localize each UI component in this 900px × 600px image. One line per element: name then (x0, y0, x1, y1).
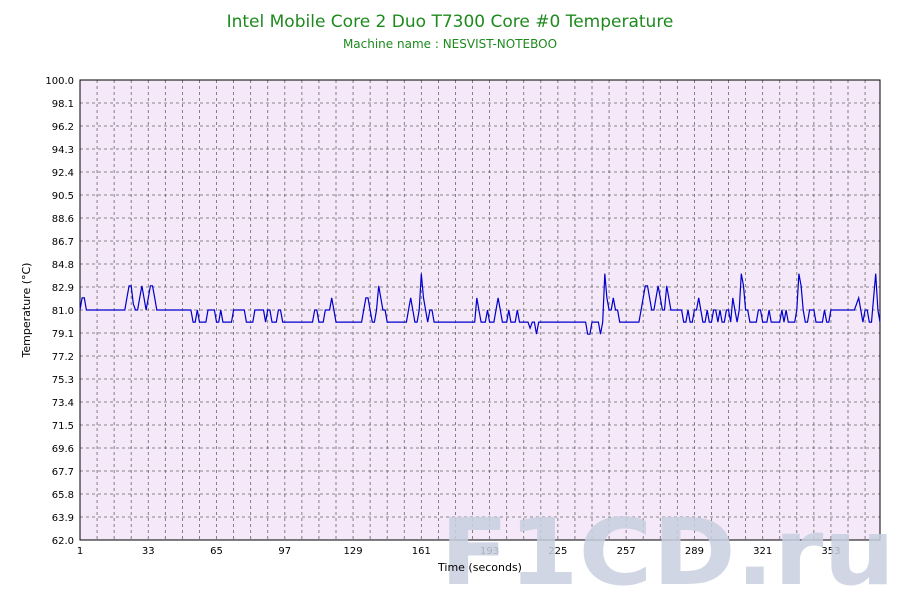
y-tick-label: 84.8 (52, 260, 74, 271)
y-tick-label: 96.2 (52, 122, 74, 133)
x-tick-label: 129 (344, 546, 363, 557)
x-tick-label: 1 (77, 546, 83, 557)
series-line (79, 273, 881, 335)
y-tick-label: 81.0 (52, 306, 74, 317)
x-tick-label: 225 (548, 546, 567, 557)
y-tick-label: 62.0 (52, 536, 74, 547)
y-tick-label: 71.5 (52, 421, 74, 432)
x-tick-label: 321 (753, 546, 772, 557)
y-tick-label: 65.8 (52, 490, 74, 501)
x-axis-label: Time (seconds) (437, 561, 522, 574)
y-tick-label: 100.0 (45, 76, 74, 87)
x-tick-label: 97 (278, 546, 291, 557)
x-tick-label: 161 (412, 546, 431, 557)
y-tick-label: 69.6 (52, 444, 74, 455)
y-tick-label: 98.1 (52, 99, 74, 110)
y-tick-label: 77.2 (52, 352, 74, 363)
x-tick-label: 33 (142, 546, 155, 557)
x-tick-label: 257 (617, 546, 636, 557)
x-tick-label: 353 (821, 546, 840, 557)
y-tick-label: 94.3 (52, 145, 74, 156)
y-tick-label: 67.7 (52, 467, 74, 478)
x-tick-label: 289 (685, 546, 704, 557)
y-tick-label: 73.4 (52, 398, 74, 409)
watermark-logo: F1CD.ru (440, 499, 895, 600)
y-tick-labels: 62.0 63.9 65.8 67.7 69.6 71.5 73.4 75.3 77.2 79.1… (45, 76, 74, 547)
x-tick-labels: 1 33 65 97 129 161 193 225 257 289 321 353 (77, 546, 841, 557)
y-tick-label: 92.4 (52, 168, 74, 179)
y-tick-label: 86.7 (52, 237, 74, 248)
y-tick-label: 75.3 (52, 375, 74, 386)
x-tick-label: 65 (210, 546, 223, 557)
y-tick-label: 79.1 (52, 329, 74, 340)
chart-subtitle: Machine name : NESVIST-NOTEBOO (342, 37, 558, 51)
x-tick-label: 193 (480, 546, 499, 557)
y-axis-label: Temperature (°C) (20, 263, 33, 359)
y-tick-label: 82.9 (52, 283, 74, 294)
watermark-text: F1CD.ru (440, 499, 895, 600)
y-tick-label: 90.5 (52, 191, 74, 202)
y-tick-label: 63.9 (52, 513, 74, 524)
chart-title: Intel Mobile Core 2 Duo T7300 Core #0 Te… (226, 12, 674, 32)
y-tick-label: 88.6 (52, 214, 74, 225)
